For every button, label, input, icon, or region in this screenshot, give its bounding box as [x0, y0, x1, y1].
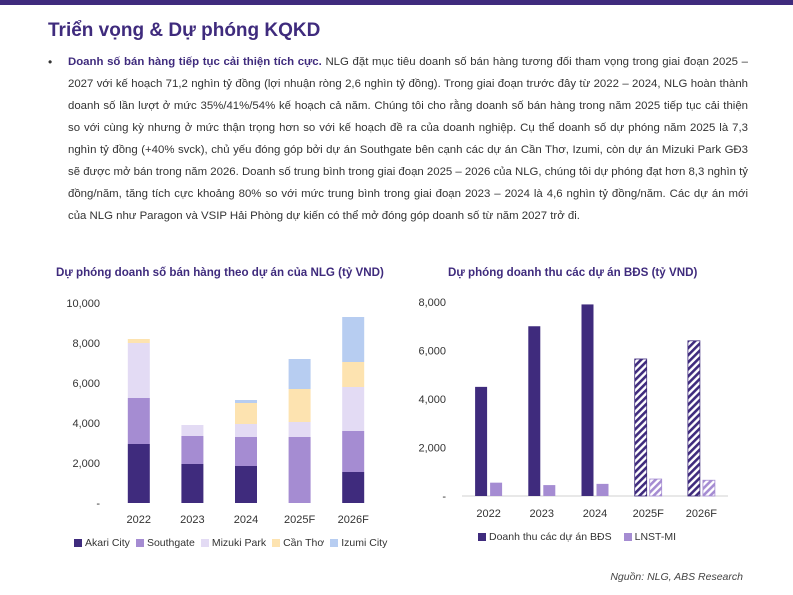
bar-akari-city-2023 [181, 464, 204, 503]
paragraph-lead: Doanh số bán hàng tiếp tục cải thiện tíc… [68, 56, 322, 68]
x-tick-label: 2022 [127, 514, 151, 526]
legend-item-lnst-mi: LNST-MI [623, 531, 677, 543]
x-tick-label: 2022 [476, 508, 500, 520]
source-note: Nguồn: NLG, ABS Research [610, 571, 743, 583]
legend-swatch [330, 539, 339, 547]
y-tick-label: - [96, 498, 100, 510]
bullet-point: • [48, 55, 53, 69]
bar-can-tho-2022 [127, 339, 150, 343]
chart-title-sales: Dự phóng doanh số bán hàng theo dự án củ… [56, 266, 384, 279]
bar-southgate-2024 [235, 437, 257, 466]
legend-revenue-chart: Doanh thu các dự án BĐS LNST-MI [478, 531, 688, 543]
real-estate-revenue-chart: - 2,000 4,000 6,000 8,000 2022 2023 2024 2025F 20… [418, 297, 728, 520]
page-title: Triển vọng & Dự phóng KQKD [48, 20, 321, 41]
y-tick-label: 8,000 [418, 297, 446, 309]
y-tick-label: 8,000 [72, 338, 100, 350]
x-tick-label: 2026F [338, 514, 369, 526]
bar-mizuki-park-2025f [288, 422, 311, 437]
x-tick-label: 2024 [583, 508, 607, 520]
legend-swatch [272, 539, 281, 547]
bar-lnst-mi-2023 [543, 485, 556, 496]
bar-lnst-mi-2025f [649, 478, 663, 497]
bar-can-tho-2026f [342, 362, 365, 387]
x-tick-label: 2025F [284, 514, 315, 526]
x-tick-label: 2025F [633, 508, 664, 520]
legend-label: Cần Thơ [283, 537, 325, 549]
legend-swatch [135, 539, 144, 547]
paragraph-body: NLG đặt mục tiêu doanh số bán hàng tương… [68, 56, 748, 222]
legend-item-izumi-city: Izumi City [330, 537, 387, 549]
bar-southgate-2023 [181, 436, 204, 464]
bar-can-tho-2024 [235, 403, 257, 424]
bar-doanh-thu-cac-du-an-bds-2022 [475, 386, 488, 496]
y-tick-label: 2,000 [72, 458, 100, 470]
legend-label: Doanh thu các dự án BĐS [489, 531, 612, 543]
bar-akari-city-2026f [342, 472, 365, 503]
bar-akari-city-2024 [235, 466, 257, 503]
bar-southgate-2026f [342, 431, 365, 472]
legend-label: Akari City [85, 537, 130, 549]
legend-sales-chart: Akari City Southgate Mizuki Park Cần Thơ Izu… [74, 537, 393, 549]
legend-swatch [478, 533, 486, 541]
legend-item-akari-city: Akari City [74, 537, 130, 549]
legend-label: Izumi City [341, 537, 388, 549]
bar-mizuki-park-2023 [181, 425, 204, 436]
bar-izumi-city-2024 [235, 400, 257, 403]
bar-izumi-city-2026f [342, 317, 365, 362]
x-tick-label: 2026F [686, 508, 717, 520]
chart-title-revenue: Dự phóng doanh thu các dự án BĐS (tỷ VND… [448, 266, 698, 279]
bar-can-tho-2025f [288, 389, 311, 422]
legend-item-can-tho: Cần Thơ [272, 537, 324, 549]
bar-doanh-thu-cac-du-an-bds-2023 [528, 326, 541, 496]
legend-item-doanh-thu-cac-du-an-bds: Doanh thu các dự án BĐS [478, 531, 612, 543]
bar-lnst-mi-2026f [702, 479, 716, 497]
bar-lnst-mi-2022 [490, 482, 503, 496]
bar-akari-city-2022 [127, 444, 150, 503]
x-tick-label: 2024 [234, 514, 258, 526]
y-tick-label: 4,000 [72, 418, 100, 430]
y-tick-label: 4,000 [418, 394, 446, 406]
bar-southgate-2025f [288, 437, 311, 503]
y-tick-label: 2,000 [418, 443, 446, 455]
x-tick-label: 2023 [180, 514, 204, 526]
bar-doanh-thu-cac-du-an-bds-2025f [634, 358, 648, 497]
bar-doanh-thu-cac-du-an-bds-2024 [581, 304, 594, 496]
paragraph-text: Doanh số bán hàng tiếp tục cải thiện tíc… [68, 51, 748, 227]
bar-mizuki-park-2024 [235, 424, 257, 437]
bar-lnst-mi-2024 [596, 483, 609, 496]
legend-label: Southgate [146, 537, 195, 549]
bar-mizuki-park-2026f [342, 387, 365, 431]
x-tick-label: 2023 [530, 508, 554, 520]
y-tick-label: 6,000 [72, 378, 100, 390]
paragraph-block: • Doanh số bán hàng tiếp tục cải thiện t… [48, 51, 748, 227]
top-accent-bar [0, 0, 793, 5]
y-tick-label: - [442, 491, 446, 503]
sales-by-project-chart: - 2,000 4,000 6,000 8,000 10,000 2022 2023 2024 2… [66, 298, 369, 526]
legend-swatch [623, 533, 632, 541]
legend-item-mizuki-park: Mizuki Park [200, 537, 267, 549]
legend-label: Mizuki Park [211, 537, 267, 549]
bar-doanh-thu-cac-du-an-bds-2026f [687, 340, 701, 497]
legend-label: LNST-MI [634, 531, 677, 543]
bar-mizuki-park-2022 [127, 343, 150, 398]
bar-izumi-city-2025f [288, 359, 311, 389]
legend-swatch [200, 539, 209, 547]
y-tick-label: 6,000 [418, 346, 446, 358]
bar-southgate-2022 [127, 398, 150, 444]
y-tick-label: 10,000 [66, 298, 100, 310]
legend-swatch [74, 539, 82, 547]
legend-item-southgate: Southgate [135, 537, 195, 549]
